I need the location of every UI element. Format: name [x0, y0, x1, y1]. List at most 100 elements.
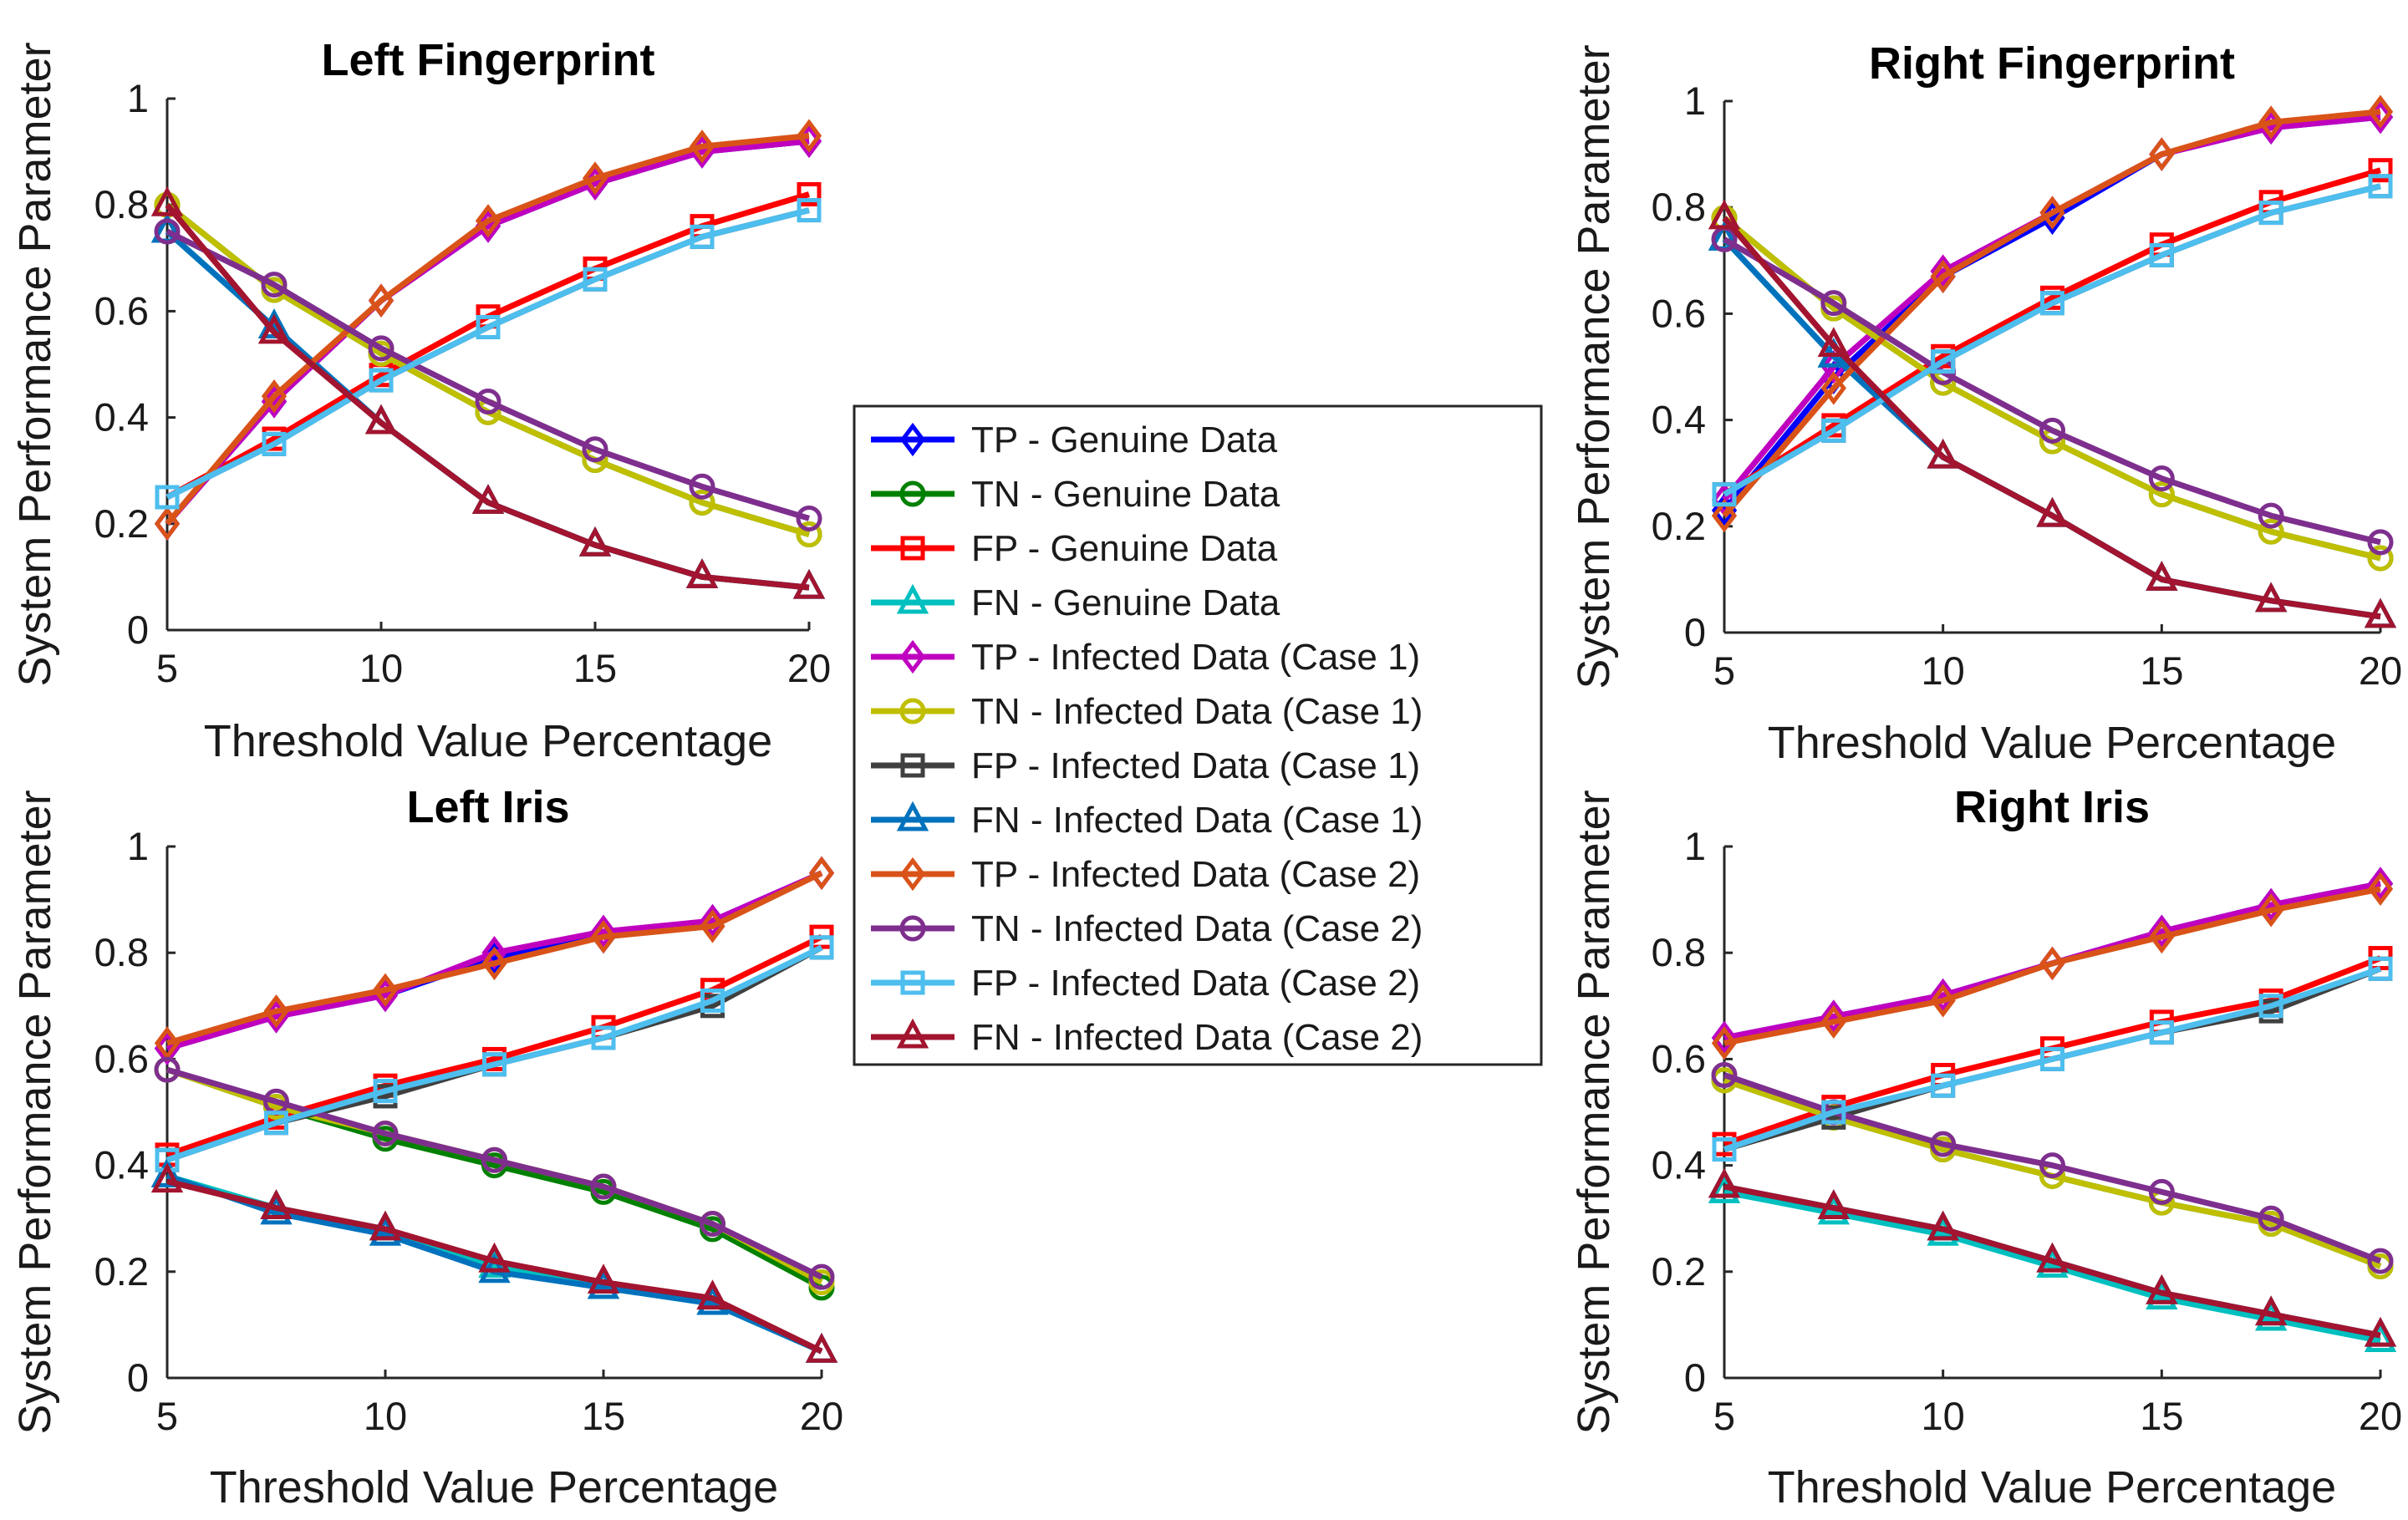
data-point — [261, 272, 288, 298]
data-point — [2368, 174, 2393, 199]
data-point — [154, 1026, 181, 1060]
data-point — [1712, 482, 1737, 507]
data-point — [475, 204, 501, 238]
data-point — [1711, 1026, 1738, 1060]
series-line — [1723, 236, 2381, 546]
chart-right-fingerprint: Right Fingerprint Threshold Value Percen… — [1569, 38, 2402, 768]
y-tick-label: 1 — [1684, 824, 1706, 868]
chart-title: Right Fingerprint — [1869, 38, 2235, 89]
data-point — [797, 198, 822, 223]
data-point — [2368, 956, 2393, 981]
data-point — [700, 988, 725, 1013]
series-tn-infected-data-case-2 — [154, 218, 822, 531]
data-point — [2149, 914, 2175, 948]
data-point — [2367, 867, 2394, 901]
data-point — [1820, 290, 1847, 317]
y-axis-label: System Performance Parameter — [1569, 790, 1619, 1434]
x-tick-label: 20 — [800, 1394, 843, 1438]
data-point — [2039, 1152, 2065, 1179]
data-point — [150, 186, 184, 216]
legend-marker — [896, 801, 929, 831]
data-point — [1930, 978, 1956, 1013]
legend-label: FP - Infected Data (Case 1) — [971, 745, 1420, 786]
data-point — [583, 267, 608, 292]
data-point — [809, 935, 834, 960]
y-tick-label: 0.6 — [1652, 291, 1706, 335]
data-point — [1817, 327, 1851, 358]
series-line — [1723, 1188, 2381, 1344]
data-point — [792, 568, 826, 599]
legend-label: TP - Infected Data (Case 1) — [971, 637, 1420, 678]
legend-marker — [896, 1018, 929, 1049]
series-fn-infected-data-case-2 — [150, 186, 826, 599]
data-point — [1820, 371, 1846, 405]
y-tick-label: 0 — [1684, 610, 1706, 654]
legend-label: FN - Infected Data (Case 2) — [971, 1017, 1423, 1058]
y-tick-label: 0.8 — [1652, 185, 1706, 229]
data-point — [700, 909, 725, 943]
data-point — [2258, 502, 2284, 529]
y-tick-label: 0 — [127, 1355, 149, 1400]
series-line — [1722, 216, 2381, 620]
y-tick-label: 0.8 — [94, 182, 149, 226]
data-point — [2146, 561, 2178, 591]
series-tn-infected-data-case-2 — [1711, 226, 2394, 556]
x-tick-label: 10 — [1922, 1394, 1965, 1438]
y-tick-label: 1 — [127, 824, 149, 868]
data-point — [372, 973, 399, 1007]
series-line — [166, 870, 823, 1046]
data-point — [2148, 481, 2175, 508]
series-line — [165, 944, 823, 1163]
data-point — [591, 1025, 616, 1050]
data-point — [2149, 137, 2175, 171]
x-tick-label: 20 — [787, 646, 831, 690]
legend-marker — [900, 536, 925, 561]
legend-marker — [899, 422, 926, 457]
legend-item-fp-genuine-data: FP - Genuine Data — [871, 528, 1278, 569]
data-point — [2149, 1020, 2174, 1045]
legend-label: FN - Infected Data (Case 1) — [971, 800, 1423, 841]
y-tick-label: 0.6 — [94, 1036, 149, 1080]
legend-item-fp-infected-data-case-2: FP - Infected Data (Case 2) — [871, 963, 1420, 1004]
series-fp-infected-data-case-2 — [1712, 956, 2393, 1162]
data-point — [587, 1263, 620, 1294]
data-point — [150, 1162, 184, 1193]
data-point — [1712, 1137, 1737, 1162]
series-line — [1723, 965, 2382, 1152]
data-point — [2039, 946, 2065, 981]
data-point — [364, 404, 398, 435]
data-point — [1931, 349, 1956, 374]
data-point — [2258, 201, 2283, 226]
data-point — [154, 506, 181, 541]
legend-marker — [900, 753, 925, 778]
legend-item-tp-genuine-data: TP - Genuine Data — [871, 419, 1278, 460]
data-point — [1708, 1167, 1741, 1198]
y-tick-label: 0.8 — [94, 930, 149, 974]
series-line — [1723, 886, 2381, 1046]
x-tick-label: 5 — [1713, 648, 1735, 693]
data-point — [261, 379, 288, 414]
data-point — [1930, 984, 1956, 1018]
series-line — [1723, 1183, 2381, 1339]
data-point — [2036, 496, 2069, 527]
data-point — [2258, 1205, 2284, 1232]
data-point — [582, 161, 608, 196]
legend-marker — [899, 480, 926, 507]
data-point — [2040, 291, 2064, 316]
data-point — [2148, 1178, 2175, 1205]
legend-label: FP - Infected Data (Case 2) — [971, 963, 1420, 1004]
data-point — [796, 505, 822, 531]
x-tick-label: 20 — [2359, 1394, 2402, 1438]
legend-label: TN - Infected Data (Case 1) — [971, 691, 1423, 732]
y-tick-label: 0.6 — [1652, 1036, 1706, 1080]
data-point — [2367, 545, 2394, 572]
x-tick-label: 20 — [2359, 648, 2402, 693]
plot-area: 5 10 15 20 0 0.2 0.4 0.6 0.8 1 — [1652, 79, 2402, 693]
data-point — [1930, 1131, 1957, 1157]
y-tick-label: 0 — [127, 607, 149, 652]
x-axis-label: Threshold Value Percentage — [1768, 1462, 2336, 1512]
data-point — [372, 1120, 399, 1146]
y-tick-label: 0.2 — [94, 1249, 149, 1294]
legend-marker — [899, 639, 926, 674]
legend-box — [853, 404, 1543, 1066]
